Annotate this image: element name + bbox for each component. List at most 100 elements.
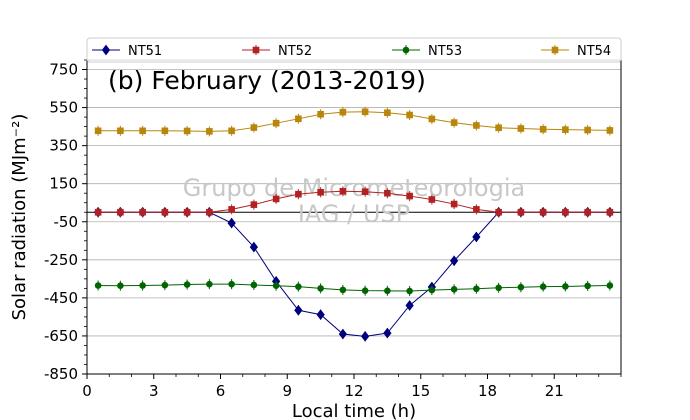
data-point-nt53 [606,282,614,289]
data-point-nt52 [584,208,591,216]
data-point-nt52 [139,208,146,216]
data-point-nt54 [361,108,369,116]
data-point-nt51 [472,231,481,243]
data-point-nt52 [250,201,258,208]
data-point-nt54 [272,119,280,127]
legend-marker-nt53 [402,46,410,54]
data-point-nt52 [450,200,458,208]
x-tick-label: 9 [282,382,292,400]
data-point-nt52 [406,192,413,200]
data-point-nt53 [562,283,569,290]
legend-label-nt52: NT52 [278,44,312,59]
legend: NT51 NT52 NT53 NT54 [86,37,622,63]
data-point-nt53 [517,283,525,291]
data-point-nt52 [361,188,369,195]
data-point-nt52 [606,208,614,216]
data-point-nt52 [473,206,480,213]
data-point-nt54 [250,124,258,131]
x-tick-label: 0 [82,382,92,400]
data-point-nt54 [606,127,614,134]
series-nt53 [94,279,614,297]
legend-label-nt53: NT53 [428,44,462,59]
data-point-nt54 [94,127,102,135]
y-axis-ticks: -850 -650 -450 -250 -50 150 350 550 750 [44,59,87,383]
data-point-nt54 [384,109,391,117]
data-point-nt54 [450,119,458,126]
data-point-nt54 [473,122,480,129]
data-point-nt53 [139,282,146,289]
y-tick-label: -250 [44,251,78,269]
legend-marker-nt52 [252,46,260,54]
data-point-nt53 [495,284,502,292]
data-point-nt52 [228,206,235,213]
data-point-nt52 [317,188,324,196]
legend-item-nt52: NT52 [242,44,312,59]
data-point-nt51 [227,217,236,229]
data-point-nt54 [495,124,502,132]
legend-box [86,37,622,63]
data-point-nt54 [517,125,525,132]
data-point-nt53 [295,283,302,290]
data-point-nt53 [161,281,169,289]
legend-item-nt54: NT54 [541,44,611,59]
data-point-nt54 [406,111,413,119]
data-point-nt52 [539,208,547,216]
y-tick-label: -850 [44,365,78,383]
data-point-nt54 [117,127,124,135]
data-point-nt53 [94,282,102,289]
series-lines [93,106,615,342]
legend-item-nt51: NT51 [92,44,162,59]
legend-marker-nt54 [551,46,559,54]
data-point-nt51 [405,300,414,311]
data-point-nt52 [428,196,436,203]
x-tick-label: 18 [478,382,497,400]
data-point-nt52 [384,189,391,197]
data-point-nt51 [249,241,259,253]
legend-label-nt51: NT51 [128,44,162,59]
data-point-nt53 [450,286,458,293]
data-point-nt52 [117,208,124,216]
x-tick-label: 15 [411,382,430,400]
data-point-nt51 [383,327,392,339]
x-tick-label: 6 [216,382,226,400]
data-point-nt52 [94,208,102,216]
x-tick-label: 21 [545,382,564,400]
data-point-nt53 [539,283,547,290]
data-point-nt52 [562,208,569,216]
data-point-nt54 [228,127,235,135]
y-tick-label: 550 [49,99,78,117]
data-point-nt52 [295,190,302,198]
y-axis-label: Solar radiation (MJm⁻²) [9,114,30,321]
legend-marker-nt51 [101,44,111,56]
y-tick-label: 150 [49,175,78,193]
data-point-nt54 [539,125,547,133]
watermark-line-2: IAG / USP [298,200,410,228]
data-point-nt54 [139,127,146,135]
data-point-nt54 [339,108,347,116]
data-point-nt52 [206,208,213,216]
data-point-nt51 [449,255,459,267]
data-point-nt53 [206,280,213,288]
x-tick-label: 3 [149,382,159,400]
data-point-nt52 [161,208,169,216]
data-point-nt53 [361,287,369,294]
data-point-nt53 [584,282,591,290]
data-point-nt51 [338,328,348,340]
y-tick-label: -650 [44,327,78,345]
legend-item-nt53: NT53 [392,44,462,59]
y-tick-label: 350 [49,137,78,155]
data-point-nt54 [562,126,569,133]
x-tick-label: 12 [344,382,363,400]
data-point-nt53 [117,282,124,289]
data-point-nt51 [360,331,370,342]
data-point-nt53 [183,281,191,288]
data-point-nt53 [272,282,280,289]
data-point-nt54 [317,110,324,118]
series-nt52 [94,186,614,218]
series-line-nt53 [98,283,610,292]
data-point-nt52 [183,208,191,216]
data-point-nt52 [272,195,280,203]
data-point-nt52 [339,188,347,195]
data-point-nt53 [384,287,391,295]
data-point-nt53 [317,285,324,292]
